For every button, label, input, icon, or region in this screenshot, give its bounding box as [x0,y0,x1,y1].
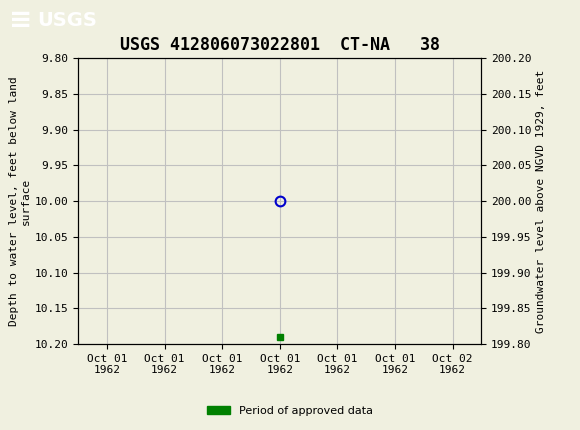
Y-axis label: Depth to water level, feet below land
surface: Depth to water level, feet below land su… [9,76,31,326]
Y-axis label: Groundwater level above NGVD 1929, feet: Groundwater level above NGVD 1929, feet [536,69,546,333]
Text: ≡: ≡ [9,6,32,34]
Text: USGS: USGS [38,11,97,30]
Title: USGS 412806073022801  CT-NA   38: USGS 412806073022801 CT-NA 38 [120,36,440,54]
Legend: Period of approved data: Period of approved data [203,401,377,420]
